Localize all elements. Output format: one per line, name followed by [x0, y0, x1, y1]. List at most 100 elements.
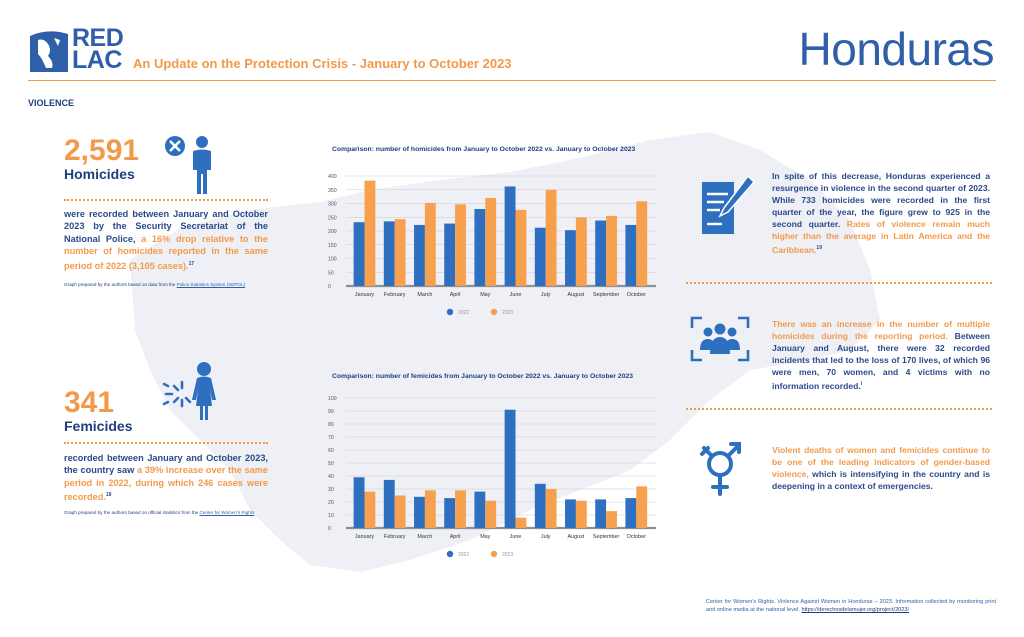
legend-label-2022: 2022 [458, 310, 469, 316]
femicides-ref: 18 [105, 492, 112, 499]
bar-2023-july [545, 189, 557, 286]
femicides-source-note: Graph prepared by the authors based on o… [64, 510, 254, 515]
bar-2023-july [545, 489, 557, 528]
bar-2022-june [504, 186, 516, 286]
country-title: Honduras [798, 23, 995, 75]
homicides-label: Homicides [64, 166, 135, 182]
bar-2023-march [424, 490, 436, 528]
bar-2023-august [575, 500, 587, 528]
homicides-chart: 0 50 100 150 200 250 300 350 400 January February M… [328, 174, 656, 316]
x-tick-label: May [480, 292, 490, 298]
y-tick-label: 300 [328, 202, 337, 208]
gender-symbol-icon [700, 442, 741, 496]
x-tick-label: February [384, 534, 406, 540]
bar-2023-october [636, 201, 648, 286]
x-tick-label: January [355, 534, 374, 540]
page-subtitle: An Update on the Protection Crisis - Jan… [133, 56, 512, 71]
x-tick-label: July [541, 292, 551, 298]
y-tick-label: 200 [328, 229, 337, 235]
x-tick-label: February [384, 292, 406, 298]
right-paragraph-3: Violent deaths of women and femicides co… [772, 444, 990, 492]
y-tick-label: 100 [328, 257, 337, 263]
y-tick-label: 50 [328, 461, 334, 467]
redlac-globe-logo [30, 31, 68, 72]
y-tick-label: 70 [328, 435, 334, 441]
logo-text-red: RED [72, 24, 124, 52]
bar-2022-january [353, 477, 365, 528]
right-p1-b: Rates of violence remain much higher tha… [772, 219, 990, 255]
homicides-note-prefix: Graph prepared by the authors based on d… [64, 282, 176, 287]
x-tick-label: August [567, 534, 584, 540]
logo-text-lac: LAC [72, 46, 122, 74]
bar-2023-january [364, 180, 376, 286]
homicides-divider [64, 199, 268, 201]
bar-2023-june [515, 209, 527, 286]
right-p2-ref: i [860, 381, 863, 387]
homicides-text-a: were recorded between January and Octobe… [64, 209, 268, 244]
bar-2022-february [383, 479, 395, 528]
x-tick-label: September [593, 292, 620, 298]
footer-source: Center for Women's Rights. Violence Agai… [706, 598, 996, 614]
bar-2022-august [565, 499, 576, 528]
right-p1-a: In spite of this decrease, Honduras expe… [772, 171, 990, 229]
bar-2022-march [414, 496, 425, 528]
homicides-ref: 17 [188, 260, 195, 267]
homicides-description: were recorded between January and Octobe… [64, 208, 268, 272]
y-tick-label: 80 [328, 422, 334, 428]
right-p1-ref: 19 [816, 245, 822, 251]
honduras-map-silhouette [130, 132, 880, 572]
x-tick-label: September [593, 534, 620, 540]
y-tick-label: 250 [328, 215, 337, 221]
x-tick-label: August [567, 292, 584, 298]
right-p2-a: There was an increase in the number of m… [772, 319, 990, 341]
bar-2022-january [353, 222, 365, 286]
bar-2023-october [636, 486, 648, 528]
bar-2022-august [565, 230, 576, 286]
legend-marker-2022 [446, 550, 454, 558]
homicides-source-note: Graph prepared by the authors based on d… [64, 282, 245, 287]
bar-2023-january [364, 491, 376, 528]
header-divider [28, 80, 996, 81]
legend-marker-2023 [490, 550, 498, 558]
cdm-link[interactable]: Center for Women's Rights [199, 510, 255, 515]
bar-2022-september [595, 499, 607, 528]
femicides-count: 341 [64, 386, 115, 419]
bar-2022-october [625, 498, 637, 528]
bar-2022-may [474, 209, 486, 286]
y-tick-label: 0 [328, 284, 331, 290]
femicides-divider [64, 442, 268, 444]
y-tick-label: 20 [328, 500, 334, 506]
bar-2022-june [504, 409, 516, 528]
femicides-chart: 0 10 20 30 40 50 60 70 80 90 100 January February Mar… [328, 396, 656, 558]
y-tick-label: 150 [328, 243, 337, 249]
homicide-person-icon [165, 136, 211, 194]
y-tick-label: 90 [328, 409, 334, 415]
right-paragraph-1: In spite of this decrease, Honduras expe… [772, 170, 990, 256]
y-tick-label: 100 [328, 396, 337, 402]
bar-2023-march [424, 202, 436, 286]
bar-2022-april [444, 223, 456, 286]
bar-2022-march [414, 224, 425, 286]
legend-marker-2022 [446, 308, 454, 316]
x-tick-label: May [480, 534, 490, 540]
sepol-link[interactable]: Police Statistics System (SEPOL) [176, 282, 246, 287]
bar-2022-october [625, 224, 637, 286]
footer-link[interactable]: https://derechosdelamujer.org/project/20… [801, 607, 910, 613]
bar-2023-september [606, 511, 617, 528]
y-tick-label: 40 [328, 474, 334, 480]
y-tick-label: 30 [328, 487, 334, 493]
y-tick-label: 350 [328, 188, 337, 194]
bar-2022-may [474, 491, 486, 528]
right-paragraph-2: There was an increase in the number of m… [772, 318, 990, 392]
y-tick-label: 0 [328, 526, 331, 532]
bar-2022-april [444, 498, 456, 528]
right-divider-2 [686, 408, 992, 410]
bar-2022-february [383, 221, 395, 286]
femicides-description: recorded between January and October 202… [64, 452, 268, 504]
bar-2023-april [455, 490, 466, 528]
right-divider-1 [686, 282, 992, 284]
right-p3-b: which is intensifying in the country and… [772, 469, 990, 491]
homicides-count: 2,591 [64, 134, 140, 167]
homicides-chart-title: Comparison: number of homicides from Jan… [332, 146, 636, 153]
y-tick-label: 60 [328, 448, 334, 454]
